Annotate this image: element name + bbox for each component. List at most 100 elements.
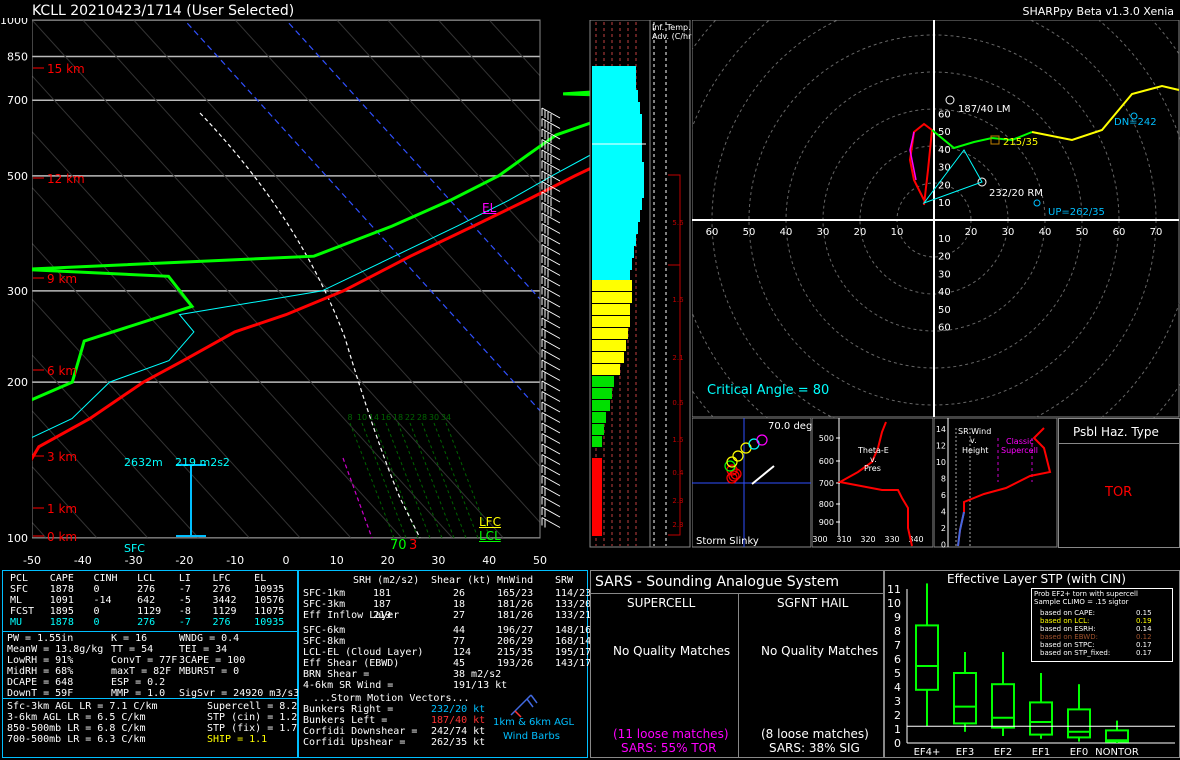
idx-tt: TT = 54: [111, 644, 154, 655]
stp-legend-value: 0.19: [1136, 617, 1152, 625]
kinematics-cell: 165/23: [497, 588, 534, 599]
sounding-profiles: [0, 18, 592, 570]
theta-e-ytick: 700: [819, 479, 834, 488]
idx-dcape: DCAPE = 648: [7, 677, 74, 688]
stp-category: EF1: [1032, 747, 1050, 757]
rh-bar: [592, 328, 628, 339]
kinematics-cell: 181: [373, 588, 392, 599]
hodo-ring-label: 20: [938, 180, 951, 191]
hodograph-panel[interactable]: 7060504030201020304050607080606050504040…: [692, 20, 1180, 418]
hodo-low-level: [908, 122, 934, 206]
sars-supercell-title: SUPERCELL: [627, 596, 696, 610]
kin-header: MnWind: [497, 575, 534, 586]
parcel-cell: 10935: [254, 617, 285, 628]
pressure-label: 1000: [0, 18, 28, 27]
sars-title: SARS - Sounding Analogue System: [595, 574, 839, 590]
parcel-cell: 276: [137, 617, 156, 628]
wind-barb: [541, 359, 561, 371]
pressure-label: 200: [7, 376, 28, 389]
wind-barb: [541, 412, 561, 423]
slinky-circle: [732, 450, 744, 462]
skewt-frame: [31, 19, 541, 539]
kinematics-cell: 44: [453, 625, 466, 636]
lapse-1: Sfc-3km AGL LR = 7.1 C/km: [7, 701, 158, 712]
wind-barb: [541, 443, 561, 455]
isotherm: [0, 151, 352, 539]
hodo-ring-label: 30: [938, 163, 951, 174]
theta-e-profile: [837, 421, 913, 547]
hodo-upper-level: [1031, 84, 1180, 142]
theta-e-ytick: 900: [819, 518, 834, 527]
supercell-comp: Supercell = 8.2: [207, 701, 298, 712]
stp-ytick: 7: [894, 639, 901, 652]
inf-temp-value: 2.1: [672, 354, 683, 362]
kinematics-cell: 114/23: [555, 588, 592, 599]
stp-ytick: 6: [894, 653, 901, 666]
wind-barb: [541, 338, 561, 350]
corfidi-up-label: Corfidi Upshear =: [303, 737, 406, 748]
parcel-cell: -7: [178, 584, 191, 595]
mixing-ratio-label: 18: [393, 413, 403, 422]
parcel-cell: -14: [93, 595, 112, 606]
inf-temp-value: 2.3: [672, 497, 683, 505]
slinky-title: Storm Slinky: [696, 536, 759, 547]
isotherm: [31, 19, 504, 539]
slinky-circle: [726, 456, 738, 468]
hodo-mid-level: [931, 129, 1033, 150]
mixing-ratio-line: [361, 422, 407, 539]
stp-legend-value: 0.12: [1136, 633, 1152, 641]
up-label: UP=262/35: [1048, 207, 1105, 218]
rh-bar: [592, 400, 610, 411]
sr-wind-ytick: 6: [941, 491, 946, 500]
bunkers-right-value: 232/20 kt: [431, 704, 486, 715]
hodo-ring-label: 50: [938, 305, 951, 316]
wind-barb: [541, 475, 561, 486]
hodo-ring-label: 60: [938, 323, 951, 334]
parcel-cell: 642: [137, 595, 156, 606]
parcel-trace: [199, 112, 421, 539]
parcel-cell: MU: [10, 617, 23, 628]
wind-barb: [541, 433, 561, 444]
idx-midrh: MidRH = 68%: [7, 666, 74, 677]
sr-wind-ytick: 12: [936, 442, 946, 451]
inf-temp-value: 1.6: [672, 296, 684, 304]
rm-marker: [977, 177, 987, 187]
wind-barb: [541, 170, 561, 182]
theta-e-title-2: v.: [870, 455, 877, 464]
idx-downt: DownT = 59F: [7, 688, 74, 699]
sars-supercell-pct: SARS: 55% TOR: [621, 741, 717, 755]
sr-wind-panel: 14 12 10 8 6 4 2 0: [934, 418, 1058, 548]
km-label: 6 km: [47, 364, 77, 378]
hazard-title: Psbl Haz. Type: [1073, 425, 1159, 439]
idx-wndg: WNDG = 0.4: [179, 633, 240, 644]
idx-convt: ConvT = 77F: [111, 655, 178, 666]
skewt-panel[interactable]: 8 10 14 16 18 22 28 30 34 1002003005007008501000…: [0, 18, 592, 570]
parcel-header: LFC: [212, 573, 231, 584]
kinematics-cell: 195/17: [555, 647, 592, 658]
stp-legend-label: based on ESRH:: [1040, 625, 1096, 633]
isotherm: [0, 319, 199, 539]
parcel-row[interactable]: SFC 1878 0 276 -7 276 10935: [7, 584, 297, 595]
rh-bar: [592, 352, 624, 363]
dn-marker: [1130, 112, 1138, 120]
km-label: 0 km: [47, 530, 77, 544]
bunkers-left-label: Bunkers Left =: [303, 715, 388, 726]
parcel-row[interactable]: FCST 1895 0 1129 -8 1129 11075: [7, 606, 297, 617]
wind-barb: [541, 286, 561, 297]
kinematics-cell: 193/26: [497, 658, 534, 669]
wind-barb: [541, 223, 561, 234]
sr-wind-label: 4-6km SR Wind =: [303, 680, 394, 691]
wind-barb: [541, 149, 561, 161]
stp-fix: STP (fix) = 1.7: [207, 723, 298, 734]
wind-barb: [541, 191, 561, 203]
parcel-row[interactable]: ML 1091 -14 642 -5 3442 10576: [7, 595, 297, 606]
parcel-row-selected[interactable]: MU 1878 0 276 -7 276 10935: [7, 617, 297, 628]
inf-temp-title: Inf. Temp.: [652, 23, 691, 32]
rm-label: 232/20 RM: [989, 188, 1043, 199]
kinematics-cell: 206/29: [497, 636, 534, 647]
mixing-ratio-line: [421, 422, 467, 539]
hodo-ring-label: 10: [938, 198, 951, 209]
kinematics-cell: 148/16: [555, 625, 592, 636]
parcel-cell: 276: [212, 584, 231, 595]
sars-supercell-loose: (11 loose matches): [613, 727, 729, 741]
